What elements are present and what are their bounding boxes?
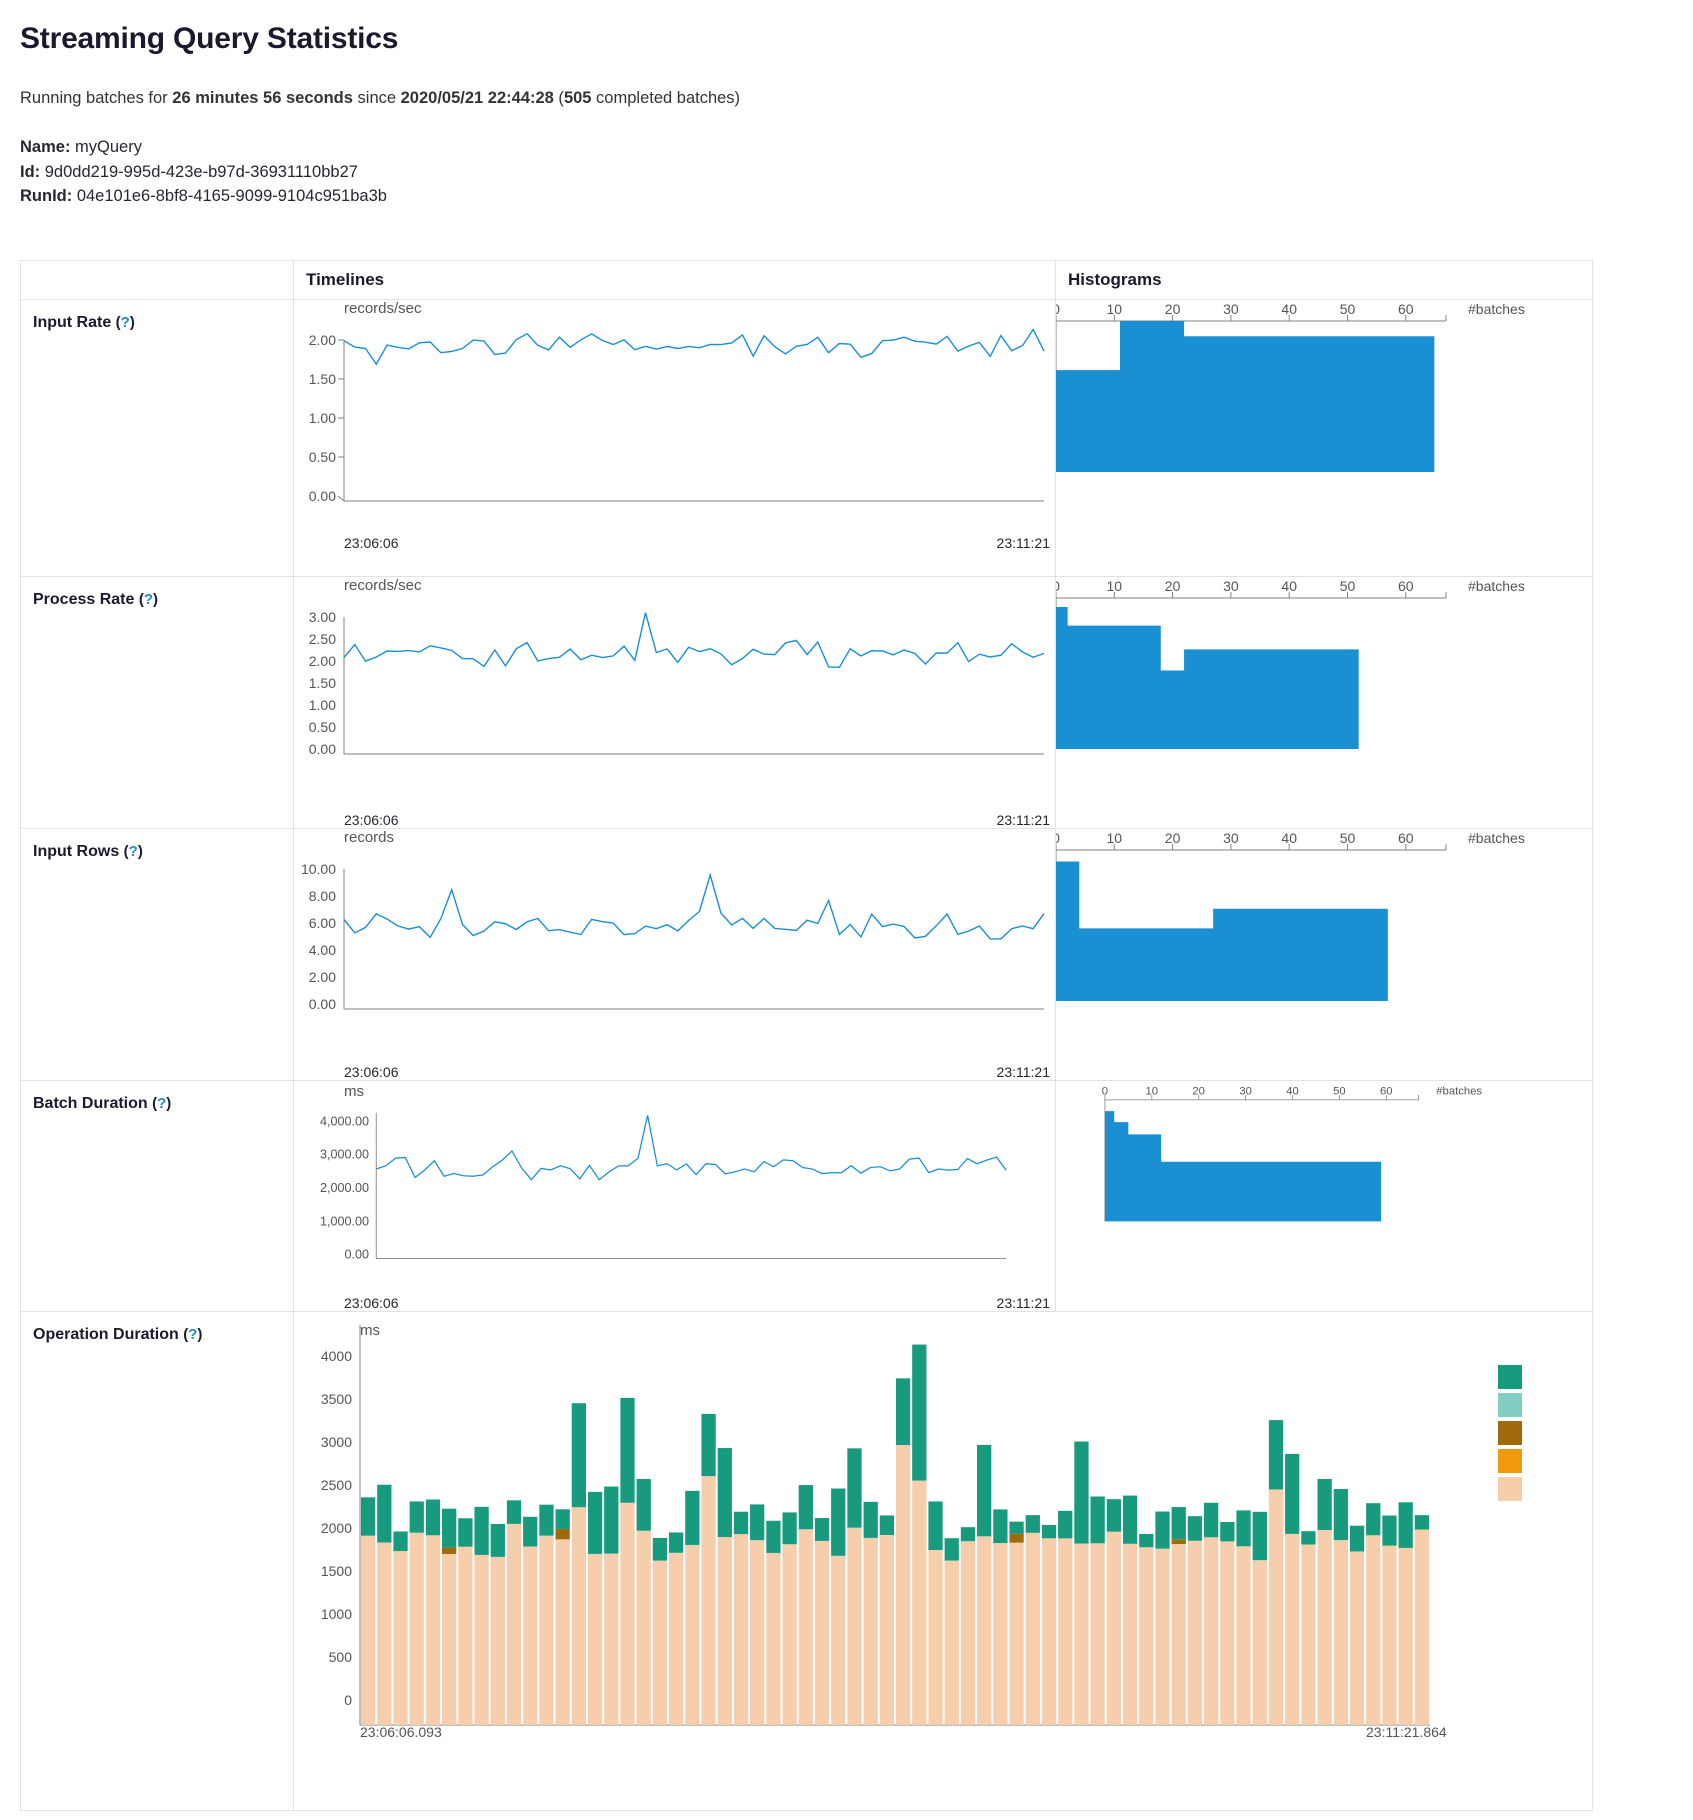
svg-text:1500: 1500 — [321, 1563, 352, 1579]
svg-text:30: 30 — [1223, 830, 1239, 846]
svg-text:20: 20 — [1165, 578, 1181, 594]
svg-text:8.00: 8.00 — [309, 888, 336, 904]
svg-text:1.00: 1.00 — [309, 410, 336, 426]
svg-text:0.00: 0.00 — [309, 996, 336, 1012]
svg-text:4.00: 4.00 — [309, 942, 336, 958]
svg-text:60: 60 — [1398, 578, 1414, 594]
svg-text:3000: 3000 — [321, 1434, 352, 1450]
svg-text:2000: 2000 — [321, 1520, 352, 1536]
svg-text:40: 40 — [1281, 301, 1297, 317]
svg-text:6.00: 6.00 — [309, 915, 336, 931]
svg-text:2.00: 2.00 — [309, 653, 336, 669]
svg-text:#batches: #batches — [1468, 830, 1525, 846]
svg-text:1000: 1000 — [321, 1606, 352, 1622]
svg-text:0: 0 — [344, 1692, 352, 1708]
svg-text:10: 10 — [1107, 301, 1123, 317]
svg-text:50: 50 — [1340, 578, 1356, 594]
svg-text:2.00: 2.00 — [309, 969, 336, 985]
svg-text:1.00: 1.00 — [309, 697, 336, 713]
svg-text:2.00: 2.00 — [309, 332, 336, 348]
svg-text:0: 0 — [1056, 830, 1060, 846]
svg-text:20: 20 — [1165, 301, 1181, 317]
svg-text:23:06:06.093: 23:06:06.093 — [360, 1724, 442, 1740]
svg-text:1,000.00: 1,000.00 — [320, 1214, 369, 1228]
svg-text:10: 10 — [1107, 578, 1123, 594]
svg-text:0.00: 0.00 — [309, 488, 336, 504]
svg-text:2.50: 2.50 — [309, 631, 336, 647]
svg-text:10: 10 — [1107, 830, 1123, 846]
svg-text:3,000.00: 3,000.00 — [320, 1147, 369, 1161]
svg-text:0.50: 0.50 — [309, 719, 336, 735]
svg-text:60: 60 — [1398, 301, 1414, 317]
svg-text:2500: 2500 — [321, 1477, 352, 1493]
svg-text:0.50: 0.50 — [309, 449, 336, 465]
svg-text:2,000.00: 2,000.00 — [320, 1181, 369, 1195]
svg-text:0.00: 0.00 — [309, 741, 336, 757]
svg-text:30: 30 — [1223, 578, 1239, 594]
svg-text:3500: 3500 — [321, 1391, 352, 1407]
svg-text:1.50: 1.50 — [309, 675, 336, 691]
svg-text:40: 40 — [1281, 578, 1297, 594]
svg-text:50: 50 — [1340, 301, 1356, 317]
svg-text:0: 0 — [1056, 578, 1060, 594]
svg-text:50: 50 — [1340, 830, 1356, 846]
svg-text:#batches: #batches — [1468, 578, 1525, 594]
svg-text:500: 500 — [329, 1649, 353, 1665]
svg-text:4,000.00: 4,000.00 — [320, 1114, 369, 1128]
svg-text:4000: 4000 — [321, 1348, 352, 1364]
svg-text:3.00: 3.00 — [309, 609, 336, 625]
svg-text:#batches: #batches — [1436, 1085, 1482, 1097]
svg-text:10.00: 10.00 — [301, 861, 336, 877]
svg-text:1.50: 1.50 — [309, 371, 336, 387]
svg-text:23:11:21.864: 23:11:21.864 — [1366, 1724, 1447, 1740]
svg-text:20: 20 — [1165, 830, 1181, 846]
svg-text:0: 0 — [1056, 301, 1060, 317]
svg-text:0.00: 0.00 — [345, 1247, 370, 1261]
svg-text:#batches: #batches — [1468, 301, 1525, 317]
svg-text:30: 30 — [1223, 301, 1239, 317]
svg-text:40: 40 — [1281, 830, 1297, 846]
svg-text:60: 60 — [1398, 830, 1414, 846]
